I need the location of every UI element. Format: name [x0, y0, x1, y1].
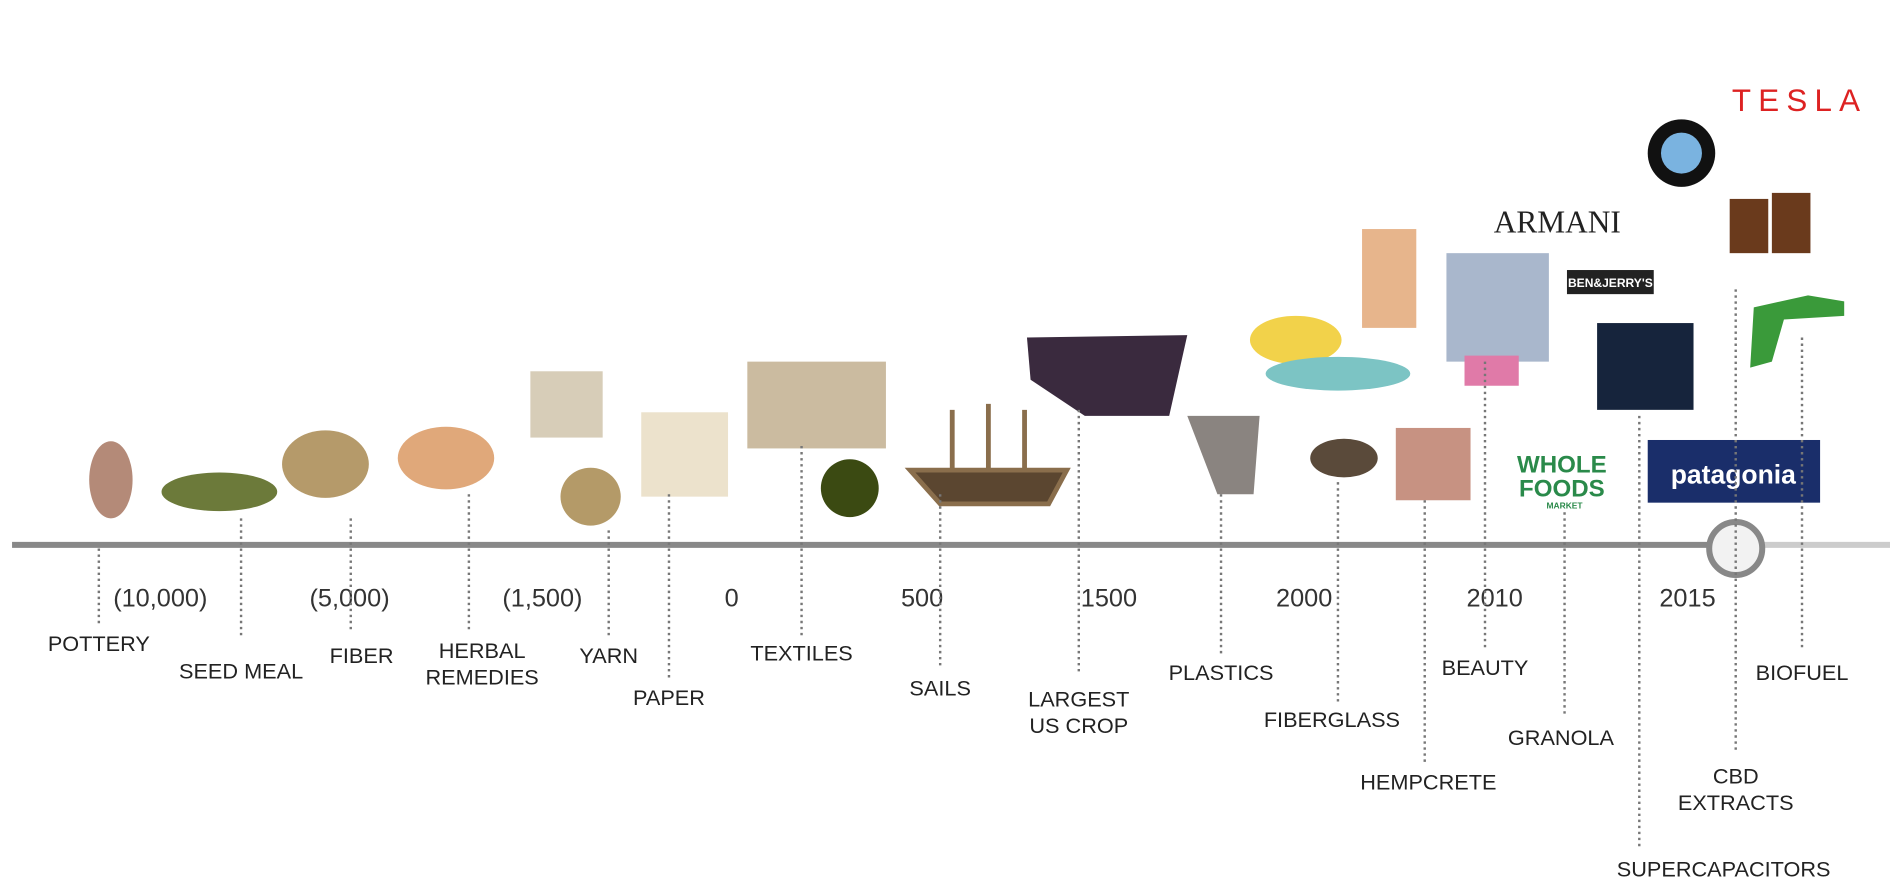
- patagonia-box: [1647, 439, 1821, 503]
- item-label-line: HERBAL: [439, 638, 526, 663]
- item-label-line: GRANOLA: [1508, 725, 1615, 750]
- year-label: 2000: [1276, 584, 1332, 612]
- chair-image: [1187, 415, 1260, 495]
- textiles-image: [747, 361, 886, 449]
- item-label: SAILS: [909, 676, 970, 701]
- item-label-line: PLASTICS: [1169, 660, 1274, 685]
- item-label: SUPERCAPACITORS: [1617, 856, 1831, 881]
- item-label: FIBER: [330, 643, 394, 668]
- item-label-line: HEMPCRETE: [1360, 770, 1496, 795]
- item-label: POTTERY: [48, 631, 150, 656]
- item-label-line: EXTRACTS: [1678, 790, 1794, 815]
- item-label: BEAUTY: [1442, 655, 1529, 680]
- item-label-line: REMEDIES: [426, 665, 539, 690]
- item-label-line: SUPERCAPACITORS: [1617, 856, 1831, 881]
- tesla-logo: TESLA: [1732, 83, 1867, 118]
- year-label: 0: [725, 584, 739, 612]
- item-label-line: BEAUTY: [1442, 655, 1529, 680]
- item-label: HEMPCRETE: [1360, 770, 1496, 795]
- armani-logo: ARMANI: [1494, 205, 1621, 240]
- item-label: LARGEST US CROP: [1028, 686, 1129, 738]
- bmw-inner: [1660, 132, 1702, 174]
- us-map-image: [1026, 335, 1188, 416]
- seed-meal-image: [161, 472, 278, 512]
- year-label: 2010: [1467, 584, 1523, 612]
- year-label: 1500: [1081, 584, 1137, 612]
- whole-foods-logo: WHOLE FOODS MARKET: [1517, 452, 1612, 511]
- battery-image: [1597, 323, 1694, 410]
- item-label: TEXTILES: [750, 641, 852, 666]
- item-label: PLASTICS: [1169, 660, 1274, 685]
- soap-image: [1446, 253, 1549, 362]
- item-label: GRANOLA: [1508, 725, 1615, 750]
- item-label-line: LARGEST: [1028, 686, 1129, 711]
- herbal-image: [397, 426, 495, 490]
- pills-image: [1249, 315, 1342, 365]
- item-label: BIOFUEL: [1756, 660, 1849, 685]
- illustrations: ARMANI TESLA BEN&JERRY'S patagonia WHOLE…: [89, 83, 1867, 526]
- item-label: SEED MEAL: [179, 659, 303, 684]
- item-label-line: TEXTILES: [750, 641, 852, 666]
- yarn-image: [560, 467, 621, 526]
- fiber-image: [282, 430, 369, 498]
- soap-bar-image: [1464, 355, 1519, 386]
- item-label: HERBAL REMEDIES: [426, 638, 539, 690]
- pottery-image: [89, 441, 133, 519]
- bowl-image: [820, 459, 879, 518]
- item-label-line: FIBER: [330, 643, 394, 668]
- item-label-line: CBD: [1713, 764, 1759, 789]
- item-label: FIBERGLASS: [1264, 707, 1400, 732]
- year-label: (1,500): [502, 584, 582, 612]
- item-label-line: SAILS: [909, 676, 970, 701]
- benjerry-box: [1566, 270, 1654, 295]
- year-label: 500: [901, 584, 943, 612]
- yarn-shirt-image: [530, 371, 603, 438]
- paper-image: [641, 412, 729, 497]
- item-label-line: SEED MEAL: [179, 659, 303, 684]
- ship-image: [904, 403, 1071, 507]
- benjerry-logo: BEN&JERRY'S: [1568, 276, 1653, 290]
- fuel-nozzle-image: [1750, 295, 1845, 368]
- year-label: 2015: [1659, 584, 1715, 612]
- item-label: YARN: [579, 643, 638, 668]
- item-label-line: US CROP: [1029, 713, 1128, 738]
- item-label-line: PAPER: [633, 685, 705, 710]
- item-label-line: YARN: [579, 643, 638, 668]
- fiberglass-image: [1310, 438, 1378, 478]
- year-label: (10,000): [113, 584, 207, 612]
- item-label: CBD EXTRACTS: [1678, 764, 1794, 816]
- box-image: [1362, 229, 1417, 328]
- patagonia-logo: patagonia: [1671, 459, 1796, 489]
- cbd-bottle-image: [1729, 198, 1769, 254]
- cbd-bottle-image: [1771, 192, 1811, 254]
- pills2-image: [1265, 356, 1411, 391]
- item-label: PAPER: [633, 685, 705, 710]
- item-label-line: POTTERY: [48, 631, 150, 656]
- item-label-line: FIBERGLASS: [1264, 707, 1400, 732]
- hempcrete-image: [1395, 427, 1471, 501]
- item-label-line: BIOFUEL: [1756, 660, 1849, 685]
